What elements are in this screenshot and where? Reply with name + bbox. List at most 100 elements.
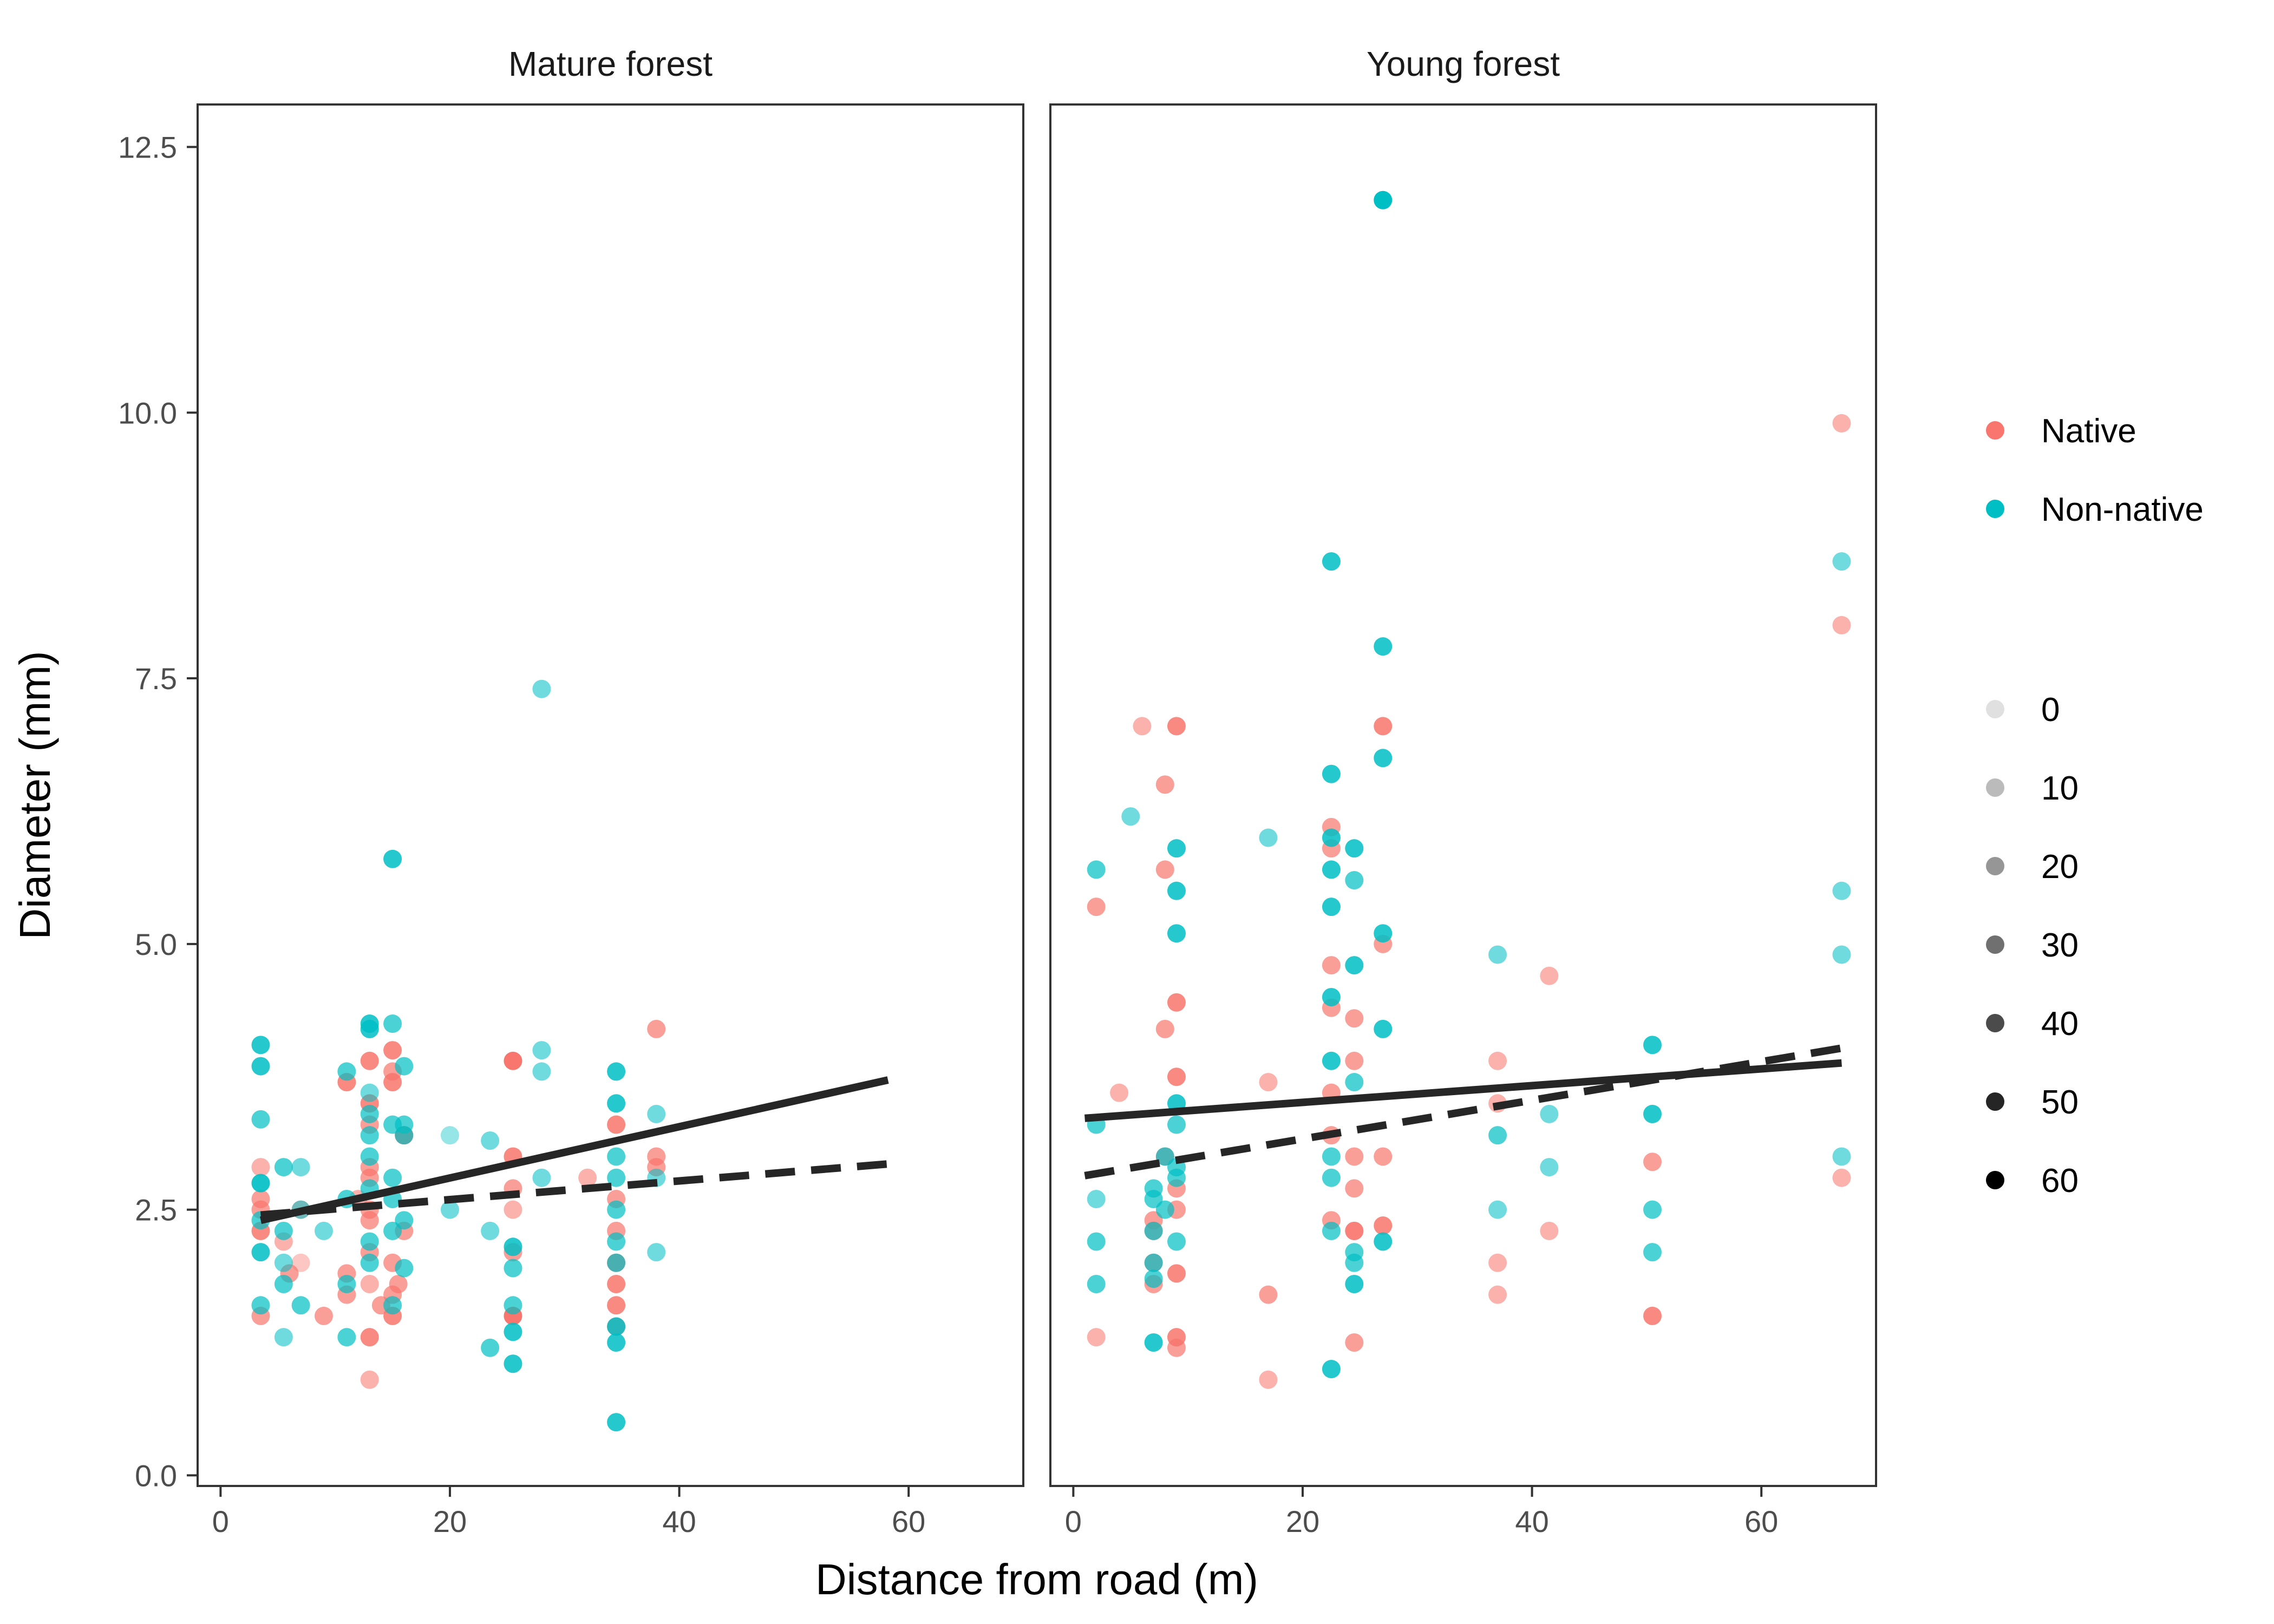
points-mature-forest [251, 679, 666, 1432]
data-point-non-native [1322, 1168, 1341, 1187]
x-axis-title: Distance from road (m) [815, 1555, 1258, 1603]
data-point-non-native [1121, 807, 1140, 826]
trend-lines-mature-forest [259, 1076, 889, 1224]
y-axis: 0.0 2.5 5.0 7.5 10.0 12.5 [118, 130, 198, 1492]
data-point-native [1643, 1152, 1662, 1171]
data-point-non-native [1832, 1147, 1851, 1166]
data-point-non-native [1167, 1115, 1186, 1134]
data-point-non-native [1144, 1221, 1163, 1240]
data-point-native [1540, 966, 1559, 985]
data-point-native [1087, 1328, 1106, 1347]
legend-key-count [1986, 778, 2004, 797]
data-point-native [504, 1051, 522, 1070]
data-point-native [1167, 1338, 1186, 1357]
data-point-non-native [1643, 1243, 1662, 1262]
data-point-non-native [1374, 1232, 1393, 1251]
data-point-non-native [607, 1168, 626, 1187]
data-point-non-native [1540, 1158, 1559, 1177]
legend-key-count [1986, 1171, 2004, 1189]
data-point-native [1345, 1179, 1364, 1198]
data-point-native [1155, 860, 1174, 879]
x-axis-young-forest: 0 20 40 60 [1065, 1486, 1778, 1538]
data-point-native [607, 1296, 626, 1315]
data-point-non-native [440, 1126, 459, 1145]
panel-young-forest: Young forest 0 20 40 60 [1049, 44, 1877, 1538]
data-point-non-native [1345, 1275, 1364, 1294]
data-point-non-native [383, 849, 402, 868]
data-point-non-native [1322, 1360, 1341, 1379]
data-point-non-native [360, 1104, 379, 1123]
legend-label-count: 0 [2041, 691, 2060, 729]
data-point-non-native [1345, 956, 1364, 975]
x-tick-label: 40 [662, 1504, 696, 1538]
data-point-non-native [251, 1296, 270, 1315]
data-point-non-native [1374, 1019, 1393, 1038]
data-point-non-native [504, 1237, 522, 1256]
data-point-native [647, 1147, 666, 1166]
legend-key-native [1986, 421, 2004, 440]
data-point-native [1345, 1009, 1364, 1028]
data-point-non-native [607, 1232, 626, 1251]
data-point-native [1345, 1221, 1364, 1240]
data-point-non-native [607, 1062, 626, 1081]
data-point-non-native [1322, 898, 1341, 916]
data-point-non-native [1087, 1232, 1106, 1251]
data-point-native [1167, 1068, 1186, 1086]
data-point-native [1167, 717, 1186, 736]
data-point-non-native [607, 1200, 626, 1219]
data-point-native [504, 1200, 522, 1219]
data-point-native [607, 1115, 626, 1134]
data-point-non-native [1144, 1269, 1163, 1288]
data-point-non-native [1374, 749, 1393, 768]
data-point-non-native [291, 1158, 310, 1177]
data-point-non-native [481, 1131, 500, 1150]
data-point-non-native [274, 1221, 293, 1240]
data-point-non-native [395, 1259, 414, 1278]
x-tick-label: 60 [1744, 1504, 1778, 1538]
data-point-native [1155, 1019, 1174, 1038]
legend-key-count [1986, 857, 2004, 875]
legend-label-count: 40 [2041, 1005, 2079, 1043]
panel-mature-forest: Mature forest 0 20 40 60 [197, 44, 1024, 1538]
y-axis-title: Diameter (mm) [11, 651, 59, 939]
data-point-native [1832, 414, 1851, 433]
data-point-non-native [607, 1317, 626, 1336]
legend-key-count [1986, 1014, 2004, 1032]
data-point-non-native [481, 1221, 500, 1240]
data-point-non-native [532, 1041, 551, 1060]
data-point-non-native [274, 1158, 293, 1177]
data-point-native [360, 1275, 379, 1294]
data-point-non-native [532, 1062, 551, 1081]
legend-label-count: 60 [2041, 1162, 2079, 1200]
data-point-non-native [607, 1253, 626, 1272]
data-point-non-native [251, 1110, 270, 1129]
data-point-non-native [504, 1322, 522, 1341]
data-point-native [291, 1253, 310, 1272]
data-point-non-native [647, 1104, 666, 1123]
data-point-native [1643, 1306, 1662, 1325]
data-point-native [1155, 775, 1174, 794]
data-point-non-native [274, 1253, 293, 1272]
data-point-non-native [314, 1221, 333, 1240]
data-point-non-native [274, 1275, 293, 1294]
data-point-native [1832, 615, 1851, 634]
data-point-non-native [395, 1126, 414, 1145]
data-point-native [578, 1168, 597, 1187]
data-point-non-native [337, 1062, 356, 1081]
y-tick-label: 0.0 [135, 1458, 177, 1492]
data-point-non-native [607, 1413, 626, 1432]
y-tick-label: 7.5 [135, 662, 177, 696]
data-point-native [1345, 1051, 1364, 1070]
data-point-non-native [1322, 987, 1341, 1006]
data-point-non-native [504, 1296, 522, 1315]
data-point-non-native [1643, 1036, 1662, 1055]
data-point-non-native [251, 1174, 270, 1193]
legend-key-count [1986, 935, 2004, 954]
data-point-non-native [1345, 839, 1364, 858]
data-point-native [1259, 1370, 1278, 1389]
data-point-non-native [360, 1232, 379, 1251]
data-point-native [1832, 1168, 1851, 1187]
data-point-non-native [1087, 1275, 1106, 1294]
data-point-non-native [291, 1296, 310, 1315]
trend-lines-young-forest [1084, 1044, 1842, 1180]
